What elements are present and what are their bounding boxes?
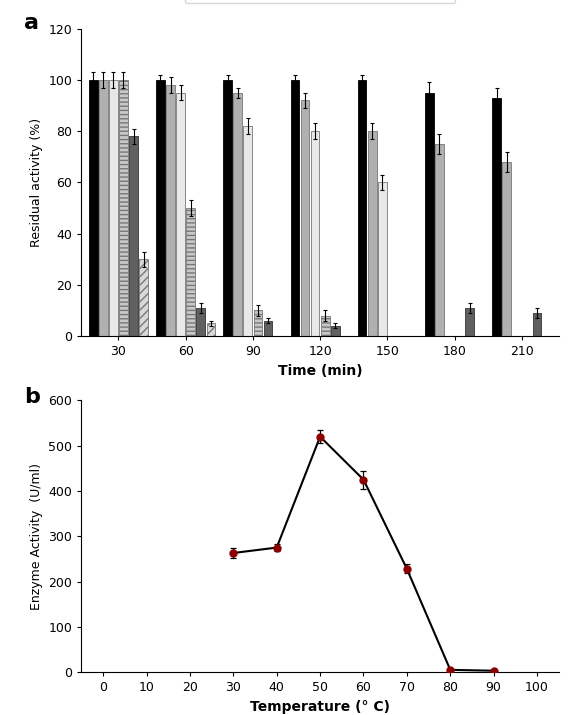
Bar [119,80,128,336]
Bar [290,80,299,336]
Bar [311,131,320,336]
Bar [492,98,501,336]
X-axis label: Time (min): Time (min) [278,364,363,378]
Bar [358,80,367,336]
X-axis label: Temperature (° C): Temperature (° C) [250,700,390,714]
Bar [156,80,165,336]
Bar [435,144,444,336]
Bar [176,93,185,336]
Bar [109,80,118,336]
Legend: 30°C, 40°C, 50°C, 60°C, 70°C, 80°C: 30°C, 40°C, 50°C, 60°C, 70°C, 80°C [185,0,455,3]
Bar [186,208,195,336]
Y-axis label: Residual activity (%): Residual activity (%) [30,118,43,247]
Bar [331,326,339,336]
Bar [89,80,98,336]
Bar [233,93,242,336]
Bar [465,308,474,336]
Text: a: a [24,13,39,33]
Bar [321,315,329,336]
Bar [129,136,138,336]
Bar [196,308,205,336]
Bar [264,320,272,336]
Bar [139,260,148,336]
Bar [301,100,310,336]
Bar [223,80,232,336]
Bar [243,126,252,336]
Bar [254,310,262,336]
Bar [533,313,541,336]
Bar [166,85,175,336]
Bar [378,182,386,336]
Bar [99,80,108,336]
Text: b: b [24,387,40,407]
Bar [502,162,511,336]
Bar [425,93,434,336]
Bar [207,323,215,336]
Y-axis label: Enzyme Activity  (U/ml): Enzyme Activity (U/ml) [30,463,43,610]
Bar [368,131,377,336]
